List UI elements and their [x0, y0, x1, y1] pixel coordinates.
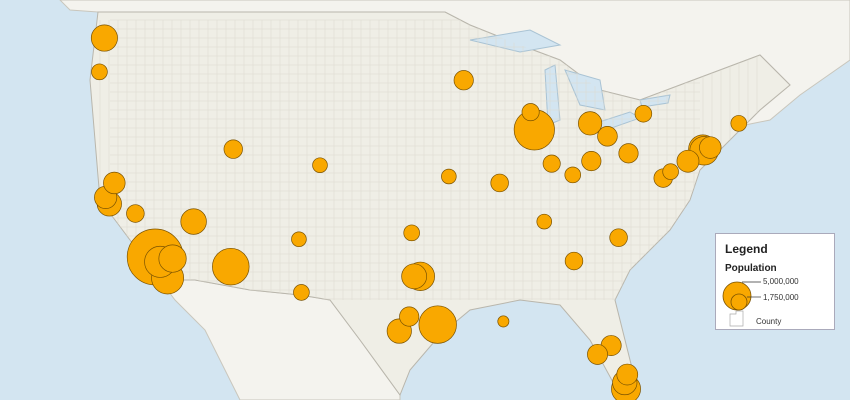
city-bubble[interactable]	[536, 213, 553, 230]
city-bubble[interactable]	[180, 208, 207, 235]
city-bubble[interactable]	[497, 315, 510, 328]
city-bubble[interactable]	[212, 247, 250, 286]
city-bubble[interactable]	[521, 103, 540, 122]
legend-small-value: 1,750,000	[763, 293, 799, 302]
city-bubble[interactable]	[441, 168, 457, 185]
city-bubble[interactable]	[597, 126, 618, 147]
county-swatch-icon	[729, 310, 744, 327]
city-bubble[interactable]	[291, 231, 307, 248]
city-bubble[interactable]	[293, 284, 310, 301]
city-bubble[interactable]	[616, 363, 639, 386]
city-bubble[interactable]	[676, 149, 700, 173]
city-bubble[interactable]	[453, 70, 474, 91]
city-bubble[interactable]	[399, 306, 420, 327]
city-bubble[interactable]	[564, 251, 584, 271]
city-bubble[interactable]	[542, 154, 561, 173]
legend-population-label: Population	[725, 263, 777, 274]
city-bubble[interactable]	[418, 305, 457, 344]
population-bubbles	[90, 24, 748, 400]
city-bubble[interactable]	[587, 343, 608, 365]
legend-small-circle	[730, 293, 748, 311]
city-bubble[interactable]	[578, 111, 603, 136]
city-bubble[interactable]	[401, 263, 428, 290]
city-bubble[interactable]	[312, 157, 328, 173]
city-bubble[interactable]	[158, 244, 187, 273]
city-bubble[interactable]	[403, 224, 420, 242]
city-bubble[interactable]	[730, 115, 748, 132]
legend-large-value: 5,000,000	[763, 277, 799, 286]
city-bubble[interactable]	[662, 163, 679, 180]
city-bubble[interactable]	[634, 104, 653, 123]
legend-county-label: County	[756, 317, 782, 326]
city-bubble[interactable]	[126, 204, 145, 223]
city-bubble[interactable]	[618, 143, 639, 164]
city-bubble[interactable]	[699, 136, 722, 159]
city-bubble[interactable]	[223, 139, 243, 159]
city-bubble[interactable]	[91, 63, 108, 81]
city-bubble[interactable]	[581, 150, 602, 172]
legend: Legend Population 5,000,000 1,750,000 Co…	[715, 233, 835, 330]
legend-title: Legend	[725, 242, 768, 256]
city-bubble[interactable]	[490, 173, 509, 193]
city-bubble[interactable]	[564, 166, 582, 184]
city-bubble[interactable]	[609, 228, 628, 247]
city-bubble[interactable]	[103, 171, 126, 195]
city-bubble[interactable]	[90, 24, 118, 52]
